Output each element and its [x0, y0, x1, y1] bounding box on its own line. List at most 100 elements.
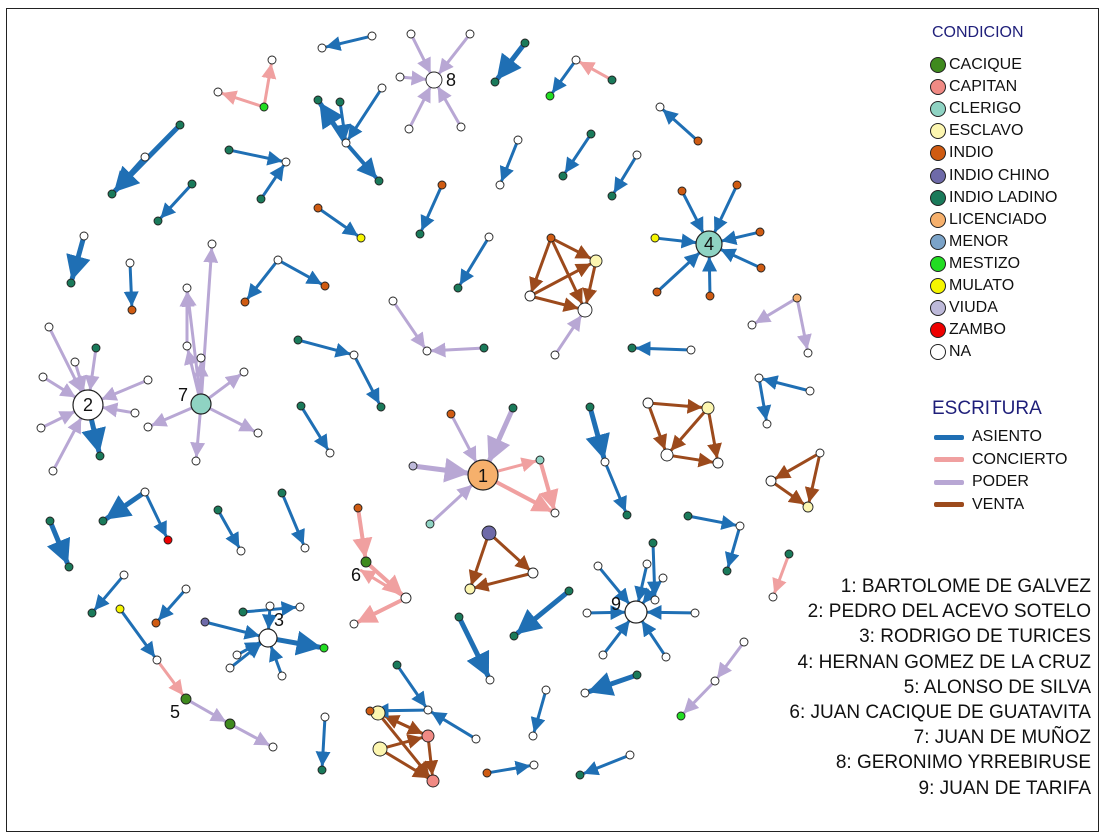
- network-edge: [103, 382, 145, 399]
- network-node: [806, 387, 814, 395]
- network-node: [361, 557, 371, 567]
- key-person-3: 3: RODRIGO DE TURICES: [789, 624, 1091, 649]
- network-node: [486, 676, 494, 684]
- network-node: [214, 506, 222, 514]
- legend-label: VIUDA: [949, 299, 998, 317]
- legend-label: INDIO CHINO: [949, 167, 1049, 185]
- network-node: [120, 571, 128, 579]
- network-node: [608, 76, 616, 84]
- network-edge: [107, 494, 142, 518]
- network-node: [785, 550, 793, 558]
- network-node: [67, 279, 75, 287]
- network-edge: [648, 612, 691, 613]
- network-node: [266, 602, 274, 610]
- network-edge: [461, 240, 487, 283]
- network-node: [254, 429, 262, 437]
- network-node: [233, 651, 241, 659]
- network-node: [653, 288, 661, 296]
- network-edge: [223, 94, 260, 106]
- hub-label: 8: [446, 70, 456, 90]
- network-node: [65, 563, 73, 571]
- legend-label: PODER: [972, 473, 1029, 491]
- key-person-5: 5: ALONSO DE SILVA: [789, 675, 1091, 700]
- network-node: [757, 264, 765, 272]
- network-node: [529, 732, 537, 740]
- network-edge: [491, 766, 529, 772]
- legend-escritura-item: CONCIERTO: [930, 449, 1067, 471]
- network-node: [88, 609, 96, 617]
- key-person-4: 4: HERNAN GOMEZ DE LA CRUZ: [789, 650, 1091, 675]
- network-edge: [196, 414, 200, 456]
- network-edge: [776, 455, 816, 478]
- network-node: [422, 730, 434, 742]
- network-edge: [809, 457, 819, 501]
- network-node: [240, 368, 248, 376]
- network-node: [586, 403, 594, 411]
- network-edge: [284, 497, 304, 544]
- network-node: [154, 217, 162, 225]
- network-node: [491, 78, 499, 86]
- network-node: [748, 321, 756, 329]
- network-edge: [585, 756, 627, 773]
- network-edge: [233, 151, 281, 161]
- network-node: [755, 374, 763, 382]
- hub-label: 3: [274, 610, 284, 630]
- network-node: [396, 73, 404, 81]
- network-edge: [723, 233, 756, 241]
- legend-swatch: [930, 344, 946, 360]
- network-edge: [46, 379, 74, 396]
- network-edge: [234, 726, 268, 744]
- network-edge: [440, 37, 468, 73]
- network-node: [141, 153, 149, 161]
- hub-label: 5: [170, 702, 180, 722]
- network-node: [766, 476, 776, 486]
- legend-condicion-item: MESTIZO: [930, 253, 1020, 275]
- network-node: [108, 190, 116, 198]
- network-node: [183, 342, 191, 350]
- legend-condicion-item: MENOR: [930, 231, 1009, 253]
- network-edge: [534, 264, 590, 294]
- legend-swatch: [930, 300, 946, 316]
- network-node: [651, 596, 659, 604]
- network-edge: [591, 411, 604, 457]
- network-edge: [282, 262, 321, 284]
- network-edge: [269, 610, 270, 628]
- network-edge: [91, 420, 98, 452]
- legend-label: CONCIERTO: [972, 451, 1067, 469]
- network-edge: [566, 137, 589, 172]
- network-node: [659, 574, 667, 582]
- network-edge: [115, 160, 142, 190]
- network-node: [366, 707, 374, 715]
- network-node: [601, 458, 609, 466]
- network-node: [269, 743, 277, 751]
- network-node: [37, 424, 45, 432]
- hub-label: 7: [178, 385, 188, 405]
- legend-condicion-item: ESCLAVO: [930, 120, 1023, 142]
- network-node: [225, 719, 235, 729]
- legend-label: MULATO: [949, 277, 1014, 295]
- network-node: [191, 394, 211, 414]
- network-node: [274, 256, 282, 264]
- network-node: [368, 32, 376, 40]
- network-node: [260, 103, 268, 111]
- network-node: [656, 103, 664, 111]
- legend-condicion-item: INDIO LADINO: [930, 187, 1057, 209]
- legend-line-swatch: [934, 502, 964, 507]
- legend-escritura-item: VENTA: [930, 494, 1024, 516]
- network-node: [297, 402, 305, 410]
- network-node: [350, 351, 358, 359]
- legend-escritura-title: ESCRITURA: [932, 398, 1042, 420]
- key-person-1: 1: BARTOLOME DE GALVEZ: [789, 574, 1091, 599]
- network-node: [176, 121, 184, 129]
- network-edge: [265, 65, 271, 103]
- network-node: [116, 605, 124, 613]
- network-node: [282, 158, 290, 166]
- network-edge: [605, 622, 628, 652]
- network-node: [466, 30, 474, 38]
- network-node: [587, 130, 595, 138]
- network-edge: [159, 663, 182, 694]
- network-edge: [672, 413, 704, 450]
- legend-condicion-item: INDIO CHINO: [930, 165, 1049, 187]
- hub-label: 6: [351, 565, 361, 585]
- key-person-9: 9: JUAN DE TARIFA: [789, 776, 1091, 801]
